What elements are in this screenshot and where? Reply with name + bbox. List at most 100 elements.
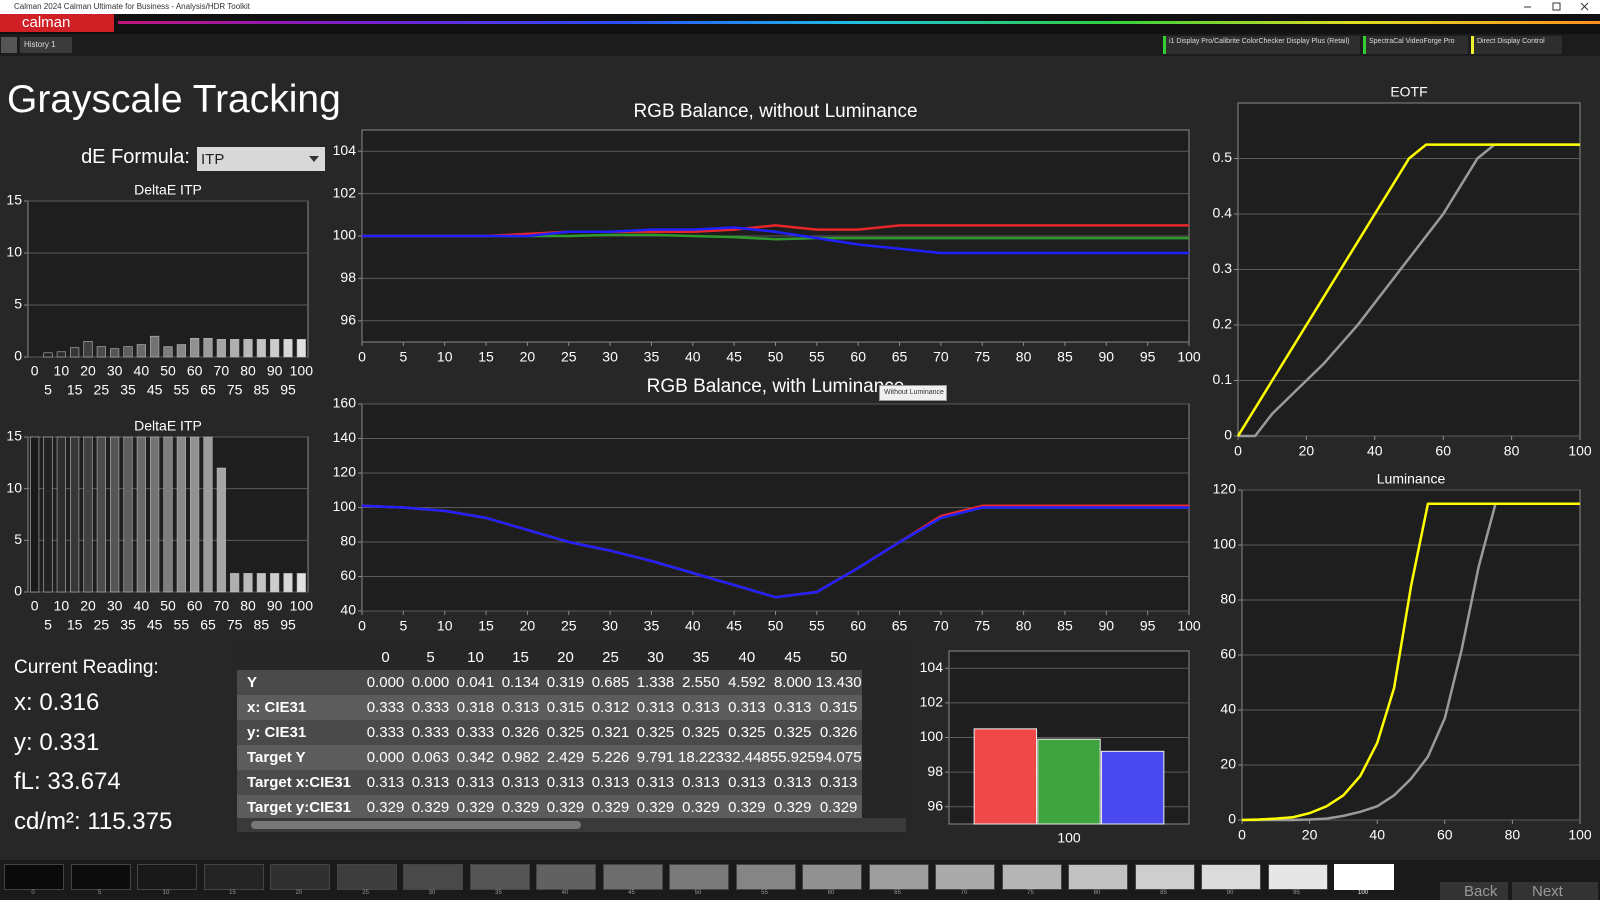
y-tick-label: 100 [920,728,944,744]
cell: 18.223 [678,749,724,766]
formula-value: ITP [201,151,225,168]
patch-swatch [203,864,264,890]
patch-swatch [469,864,530,890]
row-label: Target x:CIE31 [247,774,351,791]
x-tick-label: 75 [974,349,990,365]
x-tick-label: 25 [561,618,577,634]
device-selector[interactable]: Direct Display Control [1471,36,1562,54]
window-controls[interactable] [1518,2,1598,12]
cell: 0.313 [636,774,675,791]
cell: 0.325 [546,724,585,741]
patch[interactable]: 60 [800,862,862,897]
reading-title: Current Reading: [14,657,159,678]
x-tick-label: 5 [399,349,407,365]
scroll-thumb[interactable] [251,821,581,829]
patch[interactable]: 15 [202,862,264,897]
x-tick-label: 75 [227,382,243,398]
y-tick-label: 104 [920,659,944,675]
patch[interactable]: 55 [734,862,796,897]
x-tick-label: 100 [1057,830,1081,846]
patch[interactable]: 40 [534,862,596,897]
patch[interactable]: 85 [1133,862,1195,897]
patch[interactable]: 75 [1000,862,1062,897]
reading-line: cd/m²: 115.375 [14,807,173,835]
bar [973,728,1038,825]
table-row: y: CIE31 0.333 0.333 0.333 0.326 0.325 0.321 0.… [237,720,862,745]
x-tick-label: 90 [1099,349,1115,365]
patch[interactable]: 100 [1332,862,1394,897]
y-tick-label: 100 [333,227,357,243]
patch-label: 60 [827,890,835,896]
bar [70,347,80,358]
bar [43,436,53,593]
formula-dropdown[interactable]: ITP [197,147,325,171]
patch-swatch [602,864,663,890]
logo[interactable]: calman [0,14,114,32]
bar [216,467,226,593]
patch[interactable]: 25 [335,862,397,897]
device-selector[interactable]: i1 Display Pro/Calibrite ColorChecker Di… [1163,36,1360,54]
y-tick-label: 15 [6,428,22,444]
x-tick-label: 90 [1099,618,1115,634]
series-line [1241,502,1580,822]
patch[interactable]: 95 [1266,862,1328,897]
x-tick-label: 80 [240,363,256,379]
patch[interactable]: 0 [2,862,64,897]
logo-text: calman [22,14,71,31]
scrollbar[interactable] [237,818,906,832]
bar [243,573,253,593]
patch-swatch [403,864,463,890]
bar [230,339,240,358]
next-button[interactable]: Next [1512,882,1598,900]
y-tick-label: 120 [333,464,357,480]
tab[interactable]: History 1 [20,37,72,53]
x-tick-label: 50 [768,618,784,634]
patch[interactable]: 65 [867,862,929,897]
cell: 0.982 [501,749,540,766]
x-tick-label: 70 [214,363,230,379]
x-tick-label: 90 [267,363,283,379]
y-tick-label: 96 [927,797,943,813]
x-tick-label: 35 [644,618,660,634]
patch[interactable]: 30 [401,862,463,897]
x-tick-label: 90 [267,598,283,614]
table-row: Target x:CIE31 0.313 0.313 0.313 0.313 0.313 0… [237,770,862,795]
bar [230,573,240,593]
x-tick-label: 45 [726,349,742,365]
patch[interactable]: 50 [667,862,729,897]
patch[interactable]: 90 [1199,862,1261,897]
patch[interactable]: 35 [468,862,530,897]
x-tick-label: 70 [933,618,949,634]
patch[interactable]: 45 [601,862,663,897]
patch[interactable]: 70 [933,862,995,897]
patch[interactable]: 20 [268,862,330,897]
patch[interactable]: 80 [1066,862,1128,897]
patch-swatch [70,864,131,890]
x-tick-label: 15 [478,618,494,634]
y-tick-label: 100 [1213,536,1237,552]
bar [283,573,293,593]
cell: 8.000 [773,674,812,691]
x-tick-label: 25 [94,382,110,398]
play-button[interactable] [1,37,17,53]
cell: 0.313 [682,774,720,791]
back-button[interactable]: Back [1440,882,1508,900]
device-label: SpectraCal VideoForge Pro [1369,38,1455,45]
back-label: Back [1464,883,1498,900]
column-header: 15 [512,649,529,666]
y-tick-label: 0.5 [1213,149,1233,165]
x-tick-label: 65 [200,382,216,398]
patch-swatch [735,864,796,890]
y-tick-label: 102 [920,694,944,710]
y-tick-label: 98 [927,763,943,779]
device-selector[interactable]: SpectraCal VideoForge Pro [1363,36,1468,54]
formula-label: dE Formula: [81,146,190,168]
bar [163,436,173,593]
cell: 94.075 [815,749,862,766]
patch[interactable]: 10 [135,862,197,897]
cell: 0.325 [773,724,812,741]
patch[interactable]: 5 [69,862,131,897]
x-tick-label: 70 [933,349,949,365]
x-tick-label: 80 [1505,827,1521,843]
patch-label: 25 [362,890,369,896]
